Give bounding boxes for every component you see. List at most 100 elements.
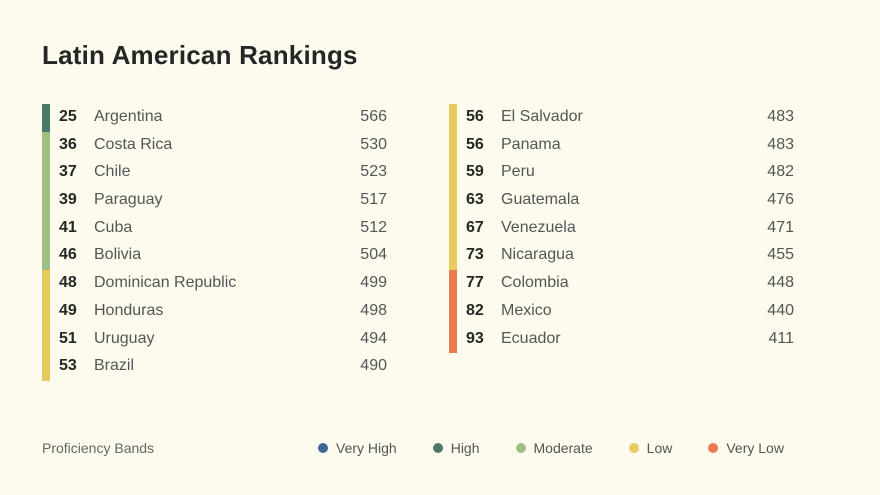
- legend-item-label: Very High: [336, 440, 397, 456]
- ranking-row: 41 Cuba 512: [42, 214, 387, 243]
- proficiency-band-marker: [449, 131, 457, 160]
- score-value: 411: [768, 329, 794, 347]
- rank-number: 56: [466, 108, 484, 125]
- rank-number: 49: [59, 301, 77, 319]
- ranking-row: 56 El Salvador 483: [449, 104, 794, 132]
- ranking-row: 53 Brazil 490: [42, 353, 387, 381]
- rank-number: 53: [59, 357, 77, 375]
- rank-number: 46: [59, 246, 77, 264]
- legend-item-label: High: [450, 440, 480, 456]
- rank-number: 93: [466, 329, 484, 347]
- country-name: Panama: [501, 135, 561, 153]
- proficiency-band-marker: [42, 325, 50, 354]
- ranking-list-left: 25 Argentina 566 36 Costa Rica 530 37 Chile 523 3…: [42, 104, 387, 381]
- ranking-row: 25 Argentina 566: [42, 104, 387, 132]
- legend-dot-icon: [628, 443, 639, 453]
- ranking-row: 63 Guatemala 476: [449, 187, 794, 215]
- legend-item-label: Moderate: [533, 440, 593, 456]
- score-value: 504: [360, 246, 387, 264]
- proficiency-band-marker: [42, 297, 50, 326]
- rank-number: 51: [59, 329, 77, 347]
- proficiency-band-marker: [449, 270, 457, 298]
- legend-title: Proficiency Bands: [42, 440, 155, 456]
- rank-number: 56: [466, 135, 484, 153]
- legend-item: High: [432, 440, 480, 456]
- legend-item: Very Low: [708, 440, 784, 456]
- proficiency-band-marker: [42, 270, 50, 298]
- proficiency-band-marker: [449, 214, 457, 243]
- ranking-row: 67 Venezuela 471: [449, 214, 794, 243]
- legend: Very High High Moderate Low Very Low: [318, 440, 784, 456]
- ranking-row: 39 Paraguay 517: [42, 187, 387, 215]
- score-value: 455: [767, 246, 794, 264]
- ranking-row: 77 Colombia 448: [449, 270, 794, 298]
- score-value: 476: [767, 191, 794, 209]
- ranking-row: 49 Honduras 498: [42, 297, 387, 326]
- rank-number: 63: [466, 191, 484, 209]
- score-value: 483: [767, 108, 794, 125]
- country-name: Honduras: [94, 301, 164, 319]
- legend-dot-icon: [515, 443, 526, 453]
- country-name: Guatemala: [501, 191, 580, 209]
- legend-item-label: Low: [646, 440, 673, 456]
- ranking-row: 36 Costa Rica 530: [42, 131, 387, 160]
- proficiency-band-marker: [449, 104, 457, 132]
- rank-number: 36: [59, 135, 77, 153]
- country-name: Cuba: [94, 218, 133, 236]
- ranking-row: 46 Bolivia 504: [42, 242, 387, 271]
- proficiency-band-marker: [449, 242, 457, 271]
- ranking-row: 37 Chile 523: [42, 159, 387, 188]
- country-name: Nicaragua: [501, 246, 574, 264]
- proficiency-band-marker: [449, 297, 457, 326]
- country-name: Dominican Republic: [94, 274, 237, 292]
- ranking-list-right: 56 El Salvador 483 56 Panama 483 59 Peru 482 63 Gu…: [449, 104, 794, 354]
- country-name: Colombia: [501, 274, 569, 292]
- proficiency-band-marker: [42, 242, 50, 271]
- proficiency-band-marker: [449, 187, 457, 215]
- rank-number: 37: [59, 163, 77, 181]
- proficiency-band-marker: [42, 353, 50, 381]
- score-value: 517: [360, 191, 387, 209]
- score-value: 482: [767, 163, 794, 181]
- country-name: Peru: [501, 163, 535, 181]
- score-value: 440: [767, 301, 794, 319]
- legend-item: Low: [628, 440, 673, 456]
- score-value: 499: [360, 274, 387, 292]
- score-value: 512: [360, 218, 387, 236]
- country-name: Ecuador: [501, 329, 561, 347]
- proficiency-band-marker: [42, 187, 50, 215]
- rank-number: 41: [59, 218, 77, 236]
- score-value: 494: [360, 329, 387, 347]
- legend-item: Very High: [318, 440, 397, 456]
- ranking-row: 56 Panama 483: [449, 131, 794, 160]
- proficiency-band-marker: [449, 325, 457, 354]
- country-name: Brazil: [94, 357, 135, 375]
- score-value: 490: [360, 357, 387, 375]
- country-name: Chile: [94, 163, 131, 181]
- score-value: 448: [767, 274, 794, 292]
- ranking-row: 73 Nicaragua 455: [449, 242, 794, 271]
- ranking-row: 93 Ecuador 411: [449, 325, 794, 354]
- proficiency-band-marker: [42, 159, 50, 188]
- rank-number: 82: [466, 301, 484, 319]
- legend-item: Moderate: [515, 440, 593, 456]
- country-name: Bolivia: [94, 246, 142, 264]
- country-name: Mexico: [501, 301, 552, 319]
- proficiency-band-marker: [42, 131, 50, 160]
- proficiency-band-marker: [42, 214, 50, 243]
- rank-number: 73: [466, 246, 484, 264]
- rank-number: 77: [466, 274, 484, 292]
- country-name: Argentina: [94, 108, 163, 125]
- country-name: Paraguay: [94, 191, 163, 209]
- score-value: 566: [360, 108, 387, 125]
- proficiency-band-marker: [449, 159, 457, 188]
- ranking-row: 51 Uruguay 494: [42, 325, 387, 354]
- country-name: Costa Rica: [94, 135, 173, 153]
- country-name: El Salvador: [501, 108, 583, 125]
- page-title: Latin American Rankings: [42, 40, 358, 70]
- ranking-row: 82 Mexico 440: [449, 297, 794, 326]
- rank-number: 48: [59, 274, 77, 292]
- legend-dot-icon: [708, 443, 719, 453]
- country-name: Venezuela: [501, 218, 576, 236]
- ranking-row: 48 Dominican Republic 499: [42, 270, 387, 298]
